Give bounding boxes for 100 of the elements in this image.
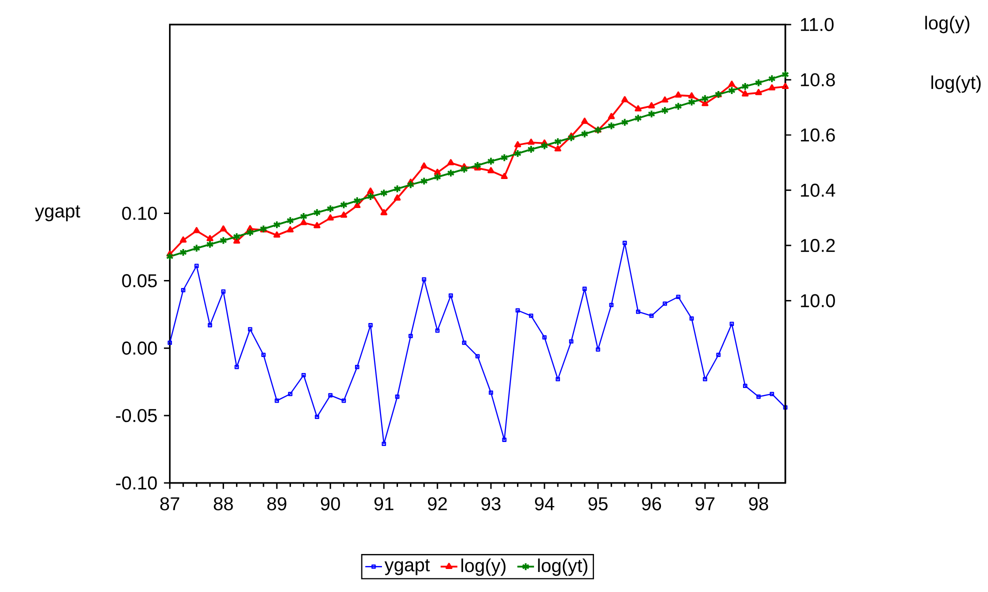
y2-tick-label: 10.2 [800, 238, 835, 252]
point [581, 118, 588, 124]
point [596, 347, 600, 352]
point [446, 168, 455, 178]
point [488, 167, 494, 174]
point [273, 231, 280, 238]
x-tick-label: 87 [160, 497, 180, 510]
point [435, 328, 440, 333]
point [701, 94, 709, 103]
point [208, 323, 212, 328]
y2-tick-label: 11.0 [800, 18, 834, 32]
point [662, 302, 668, 306]
point [742, 90, 749, 97]
point [300, 212, 308, 221]
y2-tick-label: 10.4 [800, 184, 836, 197]
point [527, 145, 535, 154]
point [516, 308, 520, 313]
legend-label: ygapt [384, 559, 430, 576]
point [420, 162, 428, 169]
point [502, 438, 506, 442]
point [500, 153, 508, 162]
point [688, 92, 696, 98]
point [380, 188, 388, 198]
point [328, 393, 333, 398]
point [380, 209, 388, 216]
point [634, 105, 642, 112]
point [768, 74, 776, 83]
point [354, 364, 360, 370]
y2-tick-label: 10.0 [800, 294, 835, 308]
point [676, 294, 680, 300]
point [460, 164, 468, 174]
point [770, 392, 774, 396]
point [661, 96, 668, 103]
point [367, 188, 374, 194]
point [220, 225, 227, 232]
point [326, 204, 334, 214]
point [542, 335, 547, 340]
point [609, 302, 614, 308]
point [580, 130, 588, 138]
point [754, 78, 762, 88]
point [514, 141, 522, 148]
point [448, 293, 453, 298]
point [636, 310, 640, 314]
point [554, 137, 562, 146]
point [274, 398, 280, 403]
text: log(yt) [931, 76, 981, 93]
point [728, 80, 736, 87]
point [286, 216, 294, 225]
point [300, 219, 308, 226]
y2-tick-label: 10.8 [800, 73, 835, 86]
point [755, 88, 762, 96]
y-tick-label: -0.05 [116, 408, 157, 422]
point [408, 334, 413, 338]
point [743, 384, 748, 388]
point [500, 172, 508, 180]
point [554, 145, 562, 152]
point [730, 322, 734, 326]
point [192, 244, 200, 253]
x-tick-label: 91 [374, 497, 394, 510]
point [395, 394, 400, 399]
point [220, 236, 228, 245]
x-tick-label: 88 [214, 497, 233, 510]
point [569, 339, 574, 344]
point [288, 392, 292, 396]
point [556, 377, 560, 382]
point [622, 240, 627, 246]
legend-label: log(y) [461, 558, 506, 576]
point [313, 208, 321, 217]
point [233, 238, 240, 244]
point [434, 172, 442, 182]
point [246, 228, 254, 237]
point [422, 277, 426, 282]
point [340, 212, 348, 218]
point [301, 372, 306, 378]
point [406, 180, 415, 190]
point [741, 82, 750, 91]
point [460, 163, 468, 170]
point [756, 394, 761, 399]
point [528, 314, 534, 318]
point [353, 196, 361, 206]
point [246, 225, 254, 232]
point [393, 184, 402, 194]
x-tick-label: 94 [535, 497, 554, 510]
text: log(y) [925, 16, 970, 34]
point [528, 138, 535, 145]
x-tick-label: 93 [481, 497, 500, 510]
point [716, 352, 721, 358]
x-tick-label: 90 [320, 497, 340, 510]
point [314, 414, 320, 420]
point [674, 102, 682, 111]
point [608, 122, 616, 130]
point [688, 98, 696, 106]
point [420, 176, 428, 186]
point [273, 220, 281, 230]
point [407, 178, 414, 185]
point [181, 288, 186, 292]
point [234, 364, 239, 370]
point [326, 214, 334, 220]
y-tick-label: -0.10 [116, 476, 157, 490]
point [193, 227, 200, 234]
